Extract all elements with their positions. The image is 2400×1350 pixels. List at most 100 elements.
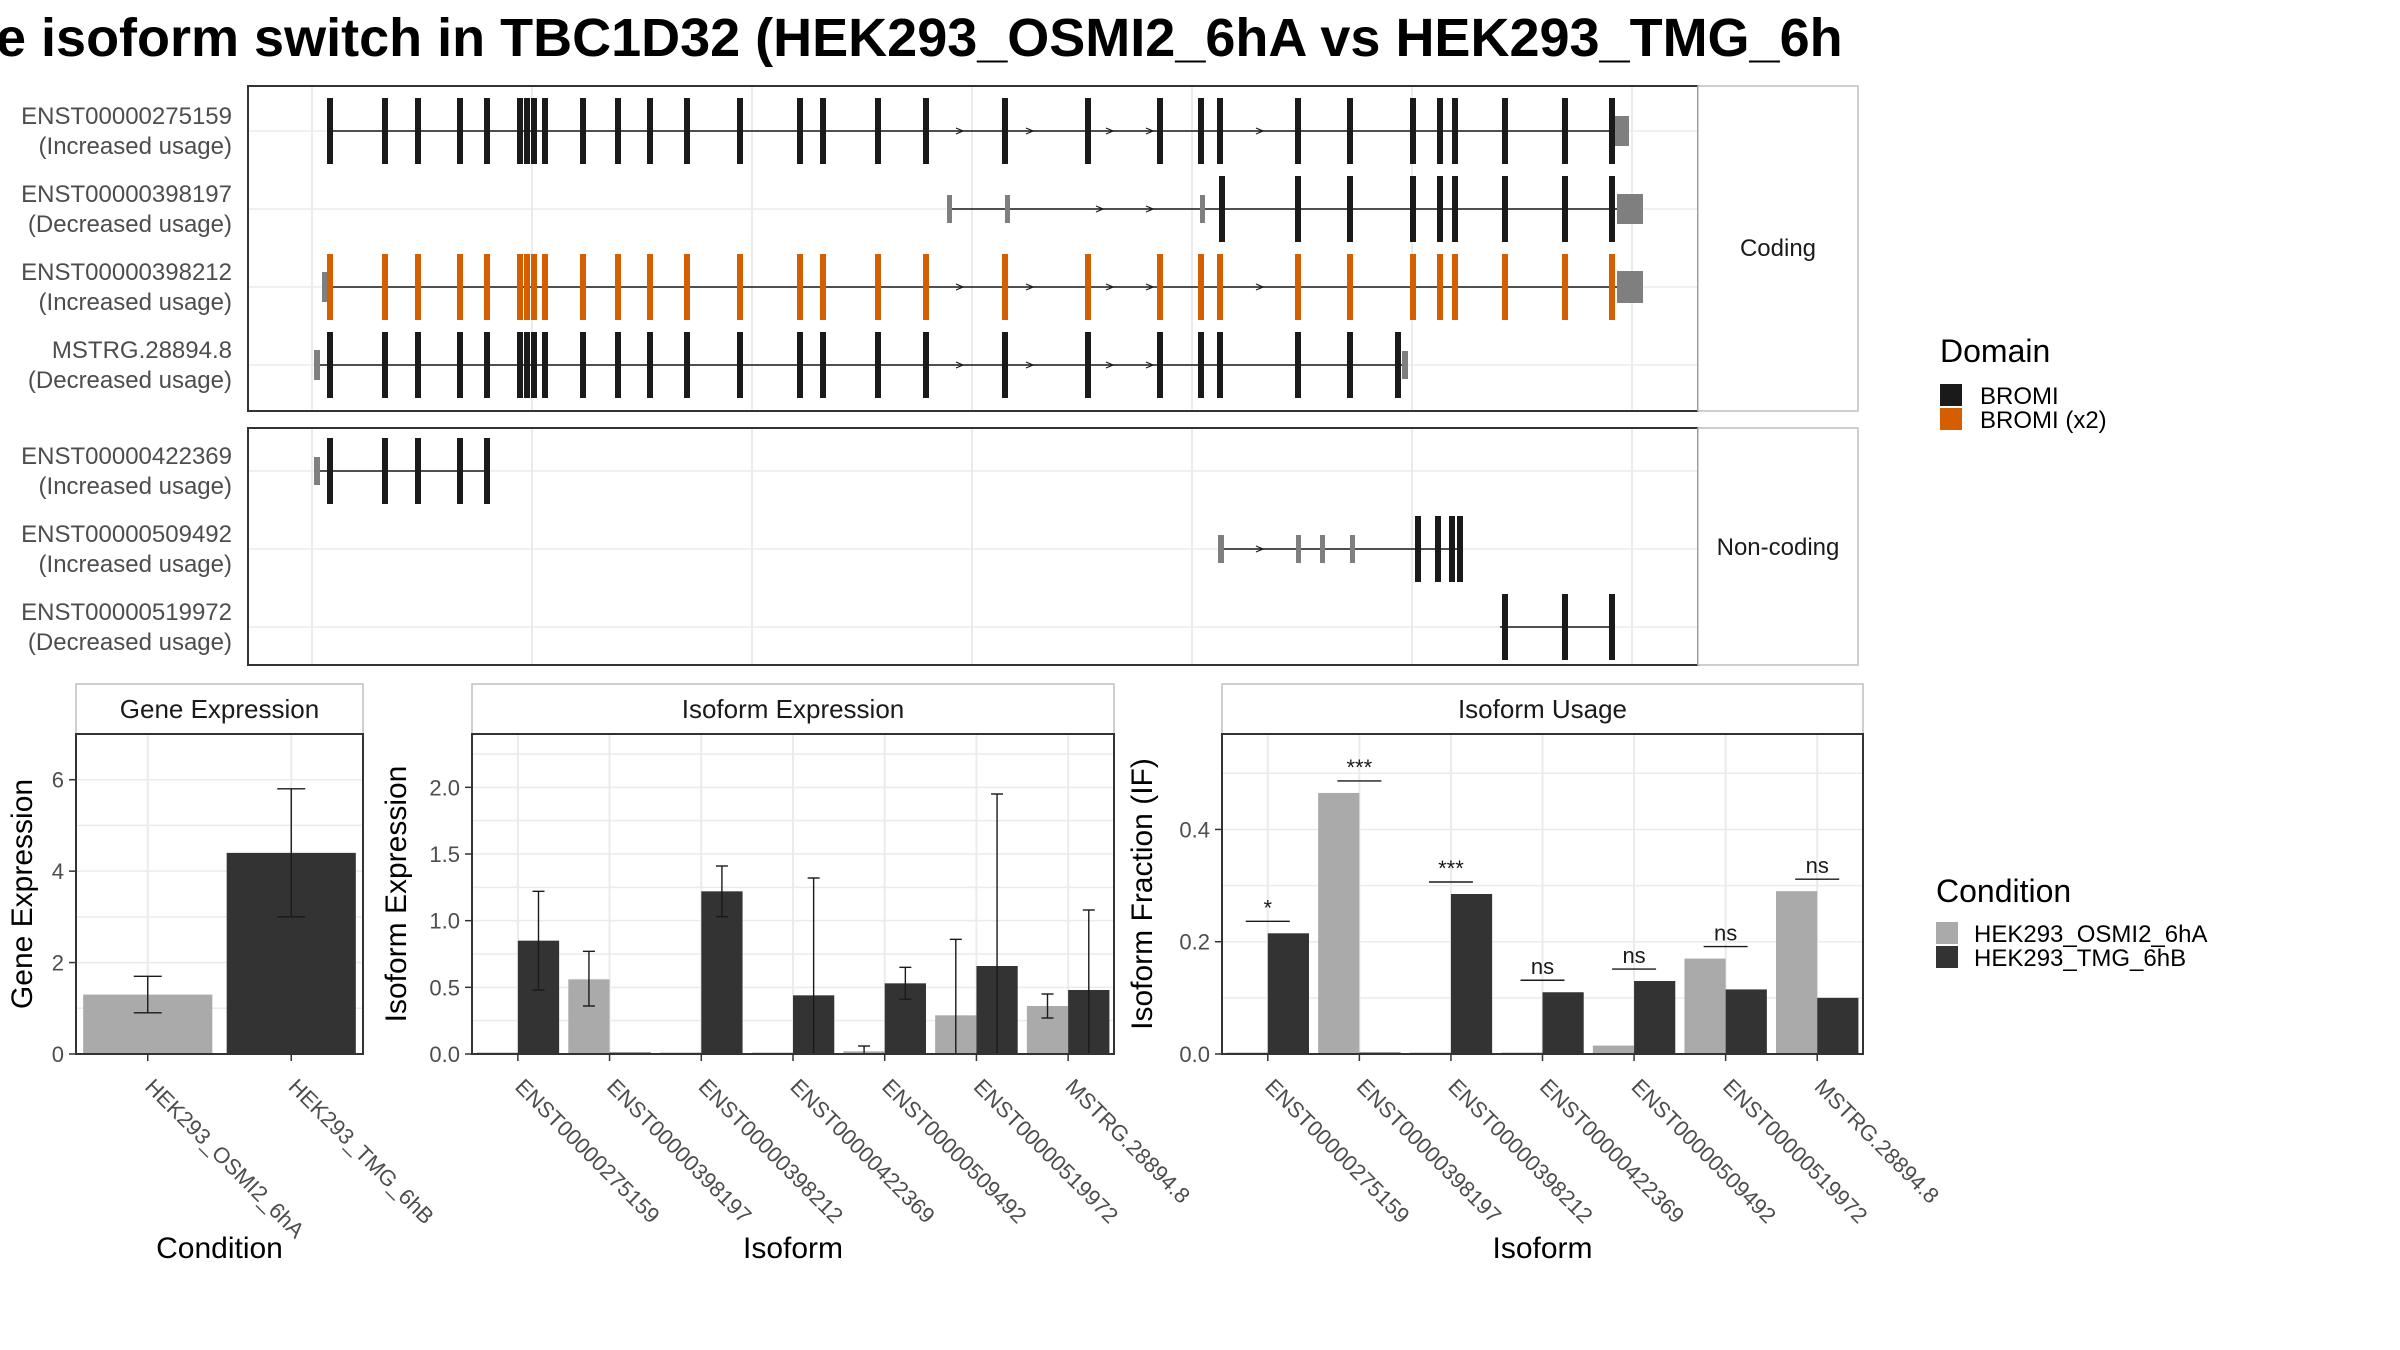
bar [701,891,743,1054]
exon-block [517,98,523,164]
panel-strip [75,683,364,735]
y-tick-label: 0.5 [429,975,460,1000]
significance-label: ns [1806,853,1829,878]
exon-block [524,98,530,164]
exon-block [1437,98,1443,164]
exon-block [1219,176,1225,242]
exon-block [1157,254,1163,320]
direction-arrow [1255,127,1265,135]
exon-block [1562,254,1568,320]
transcript-track-1 [327,98,1629,164]
transcript-label-usage-1: (Increased usage) [39,133,232,160]
transcript-label-usage-5: (Increased usage) [39,473,232,500]
exon-block [615,254,621,320]
significance-label: ns [1714,921,1737,946]
direction-arrow [1145,127,1155,135]
exon-block [1435,516,1441,582]
utr-block [947,195,952,223]
exon-block [382,98,388,164]
exon-block [1295,332,1301,398]
domain-legend-swatch-bromi [1940,384,1962,406]
condition-legend-title: Condition [1936,873,2071,909]
exon-block [923,254,929,320]
exon-block [457,438,463,504]
exon-block [1002,98,1008,164]
transcript-label-usage-2: (Decreased usage) [28,211,232,238]
bar [1634,981,1676,1054]
exon-block [415,98,421,164]
transcript-label-usage-4: (Decreased usage) [28,367,232,394]
significance-label: ns [1622,943,1645,968]
exon-block [1609,98,1615,164]
transcript-track-5 [314,438,490,504]
strip-label-noncoding: Non-coding [1717,534,1840,561]
exon-block [531,98,537,164]
exon-block [1502,594,1508,660]
utr-block [1617,271,1643,303]
exon-block [1217,98,1223,164]
exon-block [875,254,881,320]
exon-block [684,332,690,398]
exon-block [484,98,490,164]
exon-block [1347,98,1353,164]
transcript-label-id-2: ENST00000398197 [21,181,232,208]
exon-block [1295,98,1301,164]
exon-block [647,254,653,320]
y-tick-label: 0.0 [1179,1042,1210,1067]
exon-block [415,438,421,504]
direction-arrow [1255,545,1265,553]
exon-block [531,332,537,398]
exon-block [327,254,333,320]
exon-block [1347,254,1353,320]
strip-label-coding: Coding [1740,235,1816,262]
exon-block [1085,98,1091,164]
x-axis-title: Isoform [1492,1232,1592,1265]
exon-block [382,254,388,320]
y-axis-title: Isoform Fraction (IF) [1126,758,1159,1030]
exon-block [1437,176,1443,242]
utr-block [1350,535,1355,563]
exon-block [580,254,586,320]
gene-expression-chart: Gene Expression 0 2 4 6 HEK293_OSMI2_6hAHEK29… [6,683,439,1265]
domain-legend-label-bromi-x2: BROMI (x2) [1980,407,2107,434]
exon-block [1562,98,1568,164]
y-tick-label: 0.4 [1179,817,1210,842]
exon-block [1502,254,1508,320]
exon-block [1415,516,1421,582]
structure-noncoding-panel: Non-coding [247,427,1859,666]
exon-block [580,332,586,398]
exon-block [737,332,743,398]
exon-block [382,332,388,398]
exon-block [647,98,653,164]
x-axis-title: Condition [156,1232,283,1265]
condition-legend-swatch-b [1936,946,1958,968]
exon-block [327,332,333,398]
transcript-label-usage-3: (Increased usage) [39,289,232,316]
transcript-label-id-6: ENST00000509492 [21,521,232,548]
transcript-track-7 [1500,594,1615,660]
exon-block [1085,332,1091,398]
exon-block [1295,254,1301,320]
direction-arrow [1095,205,1105,213]
exon-block [517,254,523,320]
utr-block [1200,195,1205,223]
exon-block [457,332,463,398]
utr-block [314,350,320,380]
direction-arrow [1145,361,1155,369]
exon-block [923,98,929,164]
utr-block [1402,351,1408,379]
direction-arrow [1025,127,1035,135]
significance-label: *** [1347,755,1373,780]
isoform-expression-chart: Isoform Expression0.00.51.01.52.0ENST000… [380,683,1195,1265]
exon-block [524,254,530,320]
direction-arrow [1105,283,1115,291]
exon-block [1452,254,1458,320]
exon-block [647,332,653,398]
condition-legend-swatch-a [1936,922,1958,944]
exon-block [415,332,421,398]
bar [1542,992,1584,1054]
exon-block [1295,176,1301,242]
exon-block [875,332,881,398]
exon-block [1002,332,1008,398]
